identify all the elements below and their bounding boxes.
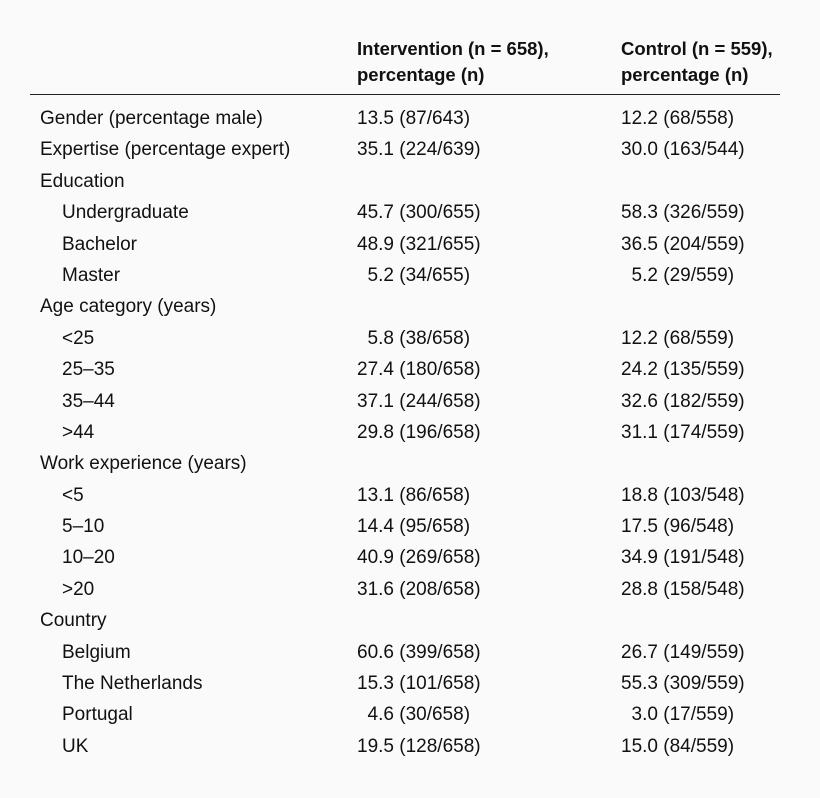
row-label: 10–20: [62, 547, 115, 569]
control-value: 15.0 (84/559): [621, 735, 735, 757]
table-row: <25 5.8 (38/658) 12.2 (68/559): [30, 323, 780, 354]
table-row: 5–10 14.4 (95/658) 17.5 (96/548): [30, 511, 780, 542]
intervention-value: 37.1 (244/658): [357, 390, 481, 412]
row-label: Bachelor: [62, 233, 137, 255]
table-row: Age category (years): [30, 291, 780, 322]
row-label: Expertise (percentage expert): [40, 139, 291, 161]
control-value: 30.0 (163/544): [621, 139, 745, 161]
row-label: >44: [62, 421, 95, 443]
table-row: 35–44 37.1 (244/658) 32.6 (182/559): [30, 386, 780, 417]
row-label: <5: [62, 484, 84, 506]
table-row: Education: [30, 166, 780, 197]
row-label: Gender (percentage male): [40, 108, 263, 129]
table-row: 25–35 27.4 (180/658) 24.2 (135/559): [30, 354, 780, 385]
table-row: Gender (percentage male) 13.5 (87/643) 12.…: [30, 103, 780, 134]
control-value: 31.1 (174/559): [621, 421, 745, 443]
control-value: 12.2 (68/559): [621, 327, 735, 349]
table-row: 10–20 40.9 (269/658) 34.9 (191/548): [30, 542, 780, 573]
table-row: >44 29.8 (196/658) 31.1 (174/559): [30, 417, 780, 448]
table-row: <5 13.1 (86/658) 18.8 (103/548): [30, 480, 780, 511]
row-label: Portugal: [62, 704, 133, 726]
control-value: 58.3 (326/559): [621, 202, 745, 224]
row-label: Age category (years): [40, 296, 217, 318]
table-row: Undergraduate 45.7 (300/655) 58.3 (326/559…: [30, 197, 780, 228]
intervention-value: 29.8 (196/658): [357, 421, 481, 443]
control-value: 24.2 (135/559): [621, 359, 745, 381]
intervention-value: 13.1 (86/658): [357, 484, 471, 506]
row-label: Country: [40, 610, 107, 632]
intervention-value: 45.7 (300/655): [357, 202, 481, 224]
control-value: 34.9 (191/548): [621, 547, 745, 569]
demographics-table: Intervention (n = 658), percentage (n) C…: [30, 30, 780, 762]
table-row: Bachelor 48.9 (321/655) 36.5 (204/559): [30, 229, 780, 260]
control-value: 12.2 (68/558): [621, 108, 735, 129]
control-value: 3.0 (17/559): [621, 704, 735, 726]
table-row: Country: [30, 605, 780, 636]
row-label: Master: [62, 264, 121, 286]
intervention-value: 27.4 (180/658): [357, 359, 481, 381]
row-label: Work experience (years): [40, 453, 247, 475]
intervention-value: 60.6 (399/658): [357, 641, 481, 663]
row-label: The Netherlands: [62, 673, 203, 695]
table-row: The Netherlands 15.3 (101/658) 55.3 (309/5…: [30, 668, 780, 699]
row-label: >20: [62, 578, 95, 600]
row-label: Education: [40, 170, 125, 192]
control-value: 55.3 (309/559): [621, 673, 745, 695]
intervention-value: 5.2 (34/655): [357, 264, 471, 286]
intervention-value: 40.9 (269/658): [357, 547, 481, 569]
intervention-value: 15.3 (101/658): [357, 673, 481, 695]
row-label: 35–44: [62, 390, 115, 412]
row-label: Belgium: [62, 641, 131, 663]
table-row: >20 31.6 (208/658) 28.8 (158/548): [30, 574, 780, 605]
intervention-column-header: Intervention (n = 658), percentage (n): [357, 38, 549, 85]
intervention-value: 31.6 (208/658): [357, 578, 481, 600]
control-value: 26.7 (149/559): [621, 641, 745, 663]
table-row: Portugal 4.6 (30/658) 3.0 (17/559): [30, 699, 780, 730]
row-label: Undergraduate: [62, 202, 189, 224]
control-column-header: Control (n = 559), percentage (n): [621, 38, 773, 85]
intervention-value: 5.8 (38/658): [357, 327, 471, 349]
intervention-value: 48.9 (321/655): [357, 233, 481, 255]
row-label: <25: [62, 327, 95, 349]
table-header: Intervention (n = 658), percentage (n) C…: [30, 30, 780, 95]
table-row: Expertise (percentage expert) 35.1 (224/6…: [30, 134, 780, 165]
intervention-value: 4.6 (30/658): [357, 704, 471, 726]
control-value: 36.5 (204/559): [621, 233, 745, 255]
intervention-value: 35.1 (224/639): [357, 139, 481, 161]
table-row: UK 19.5 (128/658) 15.0 (84/559): [30, 731, 780, 762]
intervention-value: 13.5 (87/643): [357, 108, 471, 129]
row-label: 25–35: [62, 359, 115, 381]
table-body: Gender (percentage male) 13.5 (87/643) 12.…: [30, 95, 780, 762]
intervention-value: 19.5 (128/658): [357, 735, 481, 757]
row-label: UK: [62, 735, 89, 757]
control-value: 5.2 (29/559): [621, 264, 735, 286]
row-label: 5–10: [62, 516, 105, 538]
table-row: Master 5.2 (34/655) 5.2 (29/559): [30, 260, 780, 291]
control-value: 28.8 (158/548): [621, 578, 745, 600]
intervention-value: 14.4 (95/658): [357, 516, 471, 538]
control-value: 17.5 (96/548): [621, 516, 735, 538]
table-row: Work experience (years): [30, 448, 780, 479]
table-row: Belgium 60.6 (399/658) 26.7 (149/559): [30, 637, 780, 668]
control-value: 32.6 (182/559): [621, 390, 745, 412]
control-value: 18.8 (103/548): [621, 484, 745, 506]
